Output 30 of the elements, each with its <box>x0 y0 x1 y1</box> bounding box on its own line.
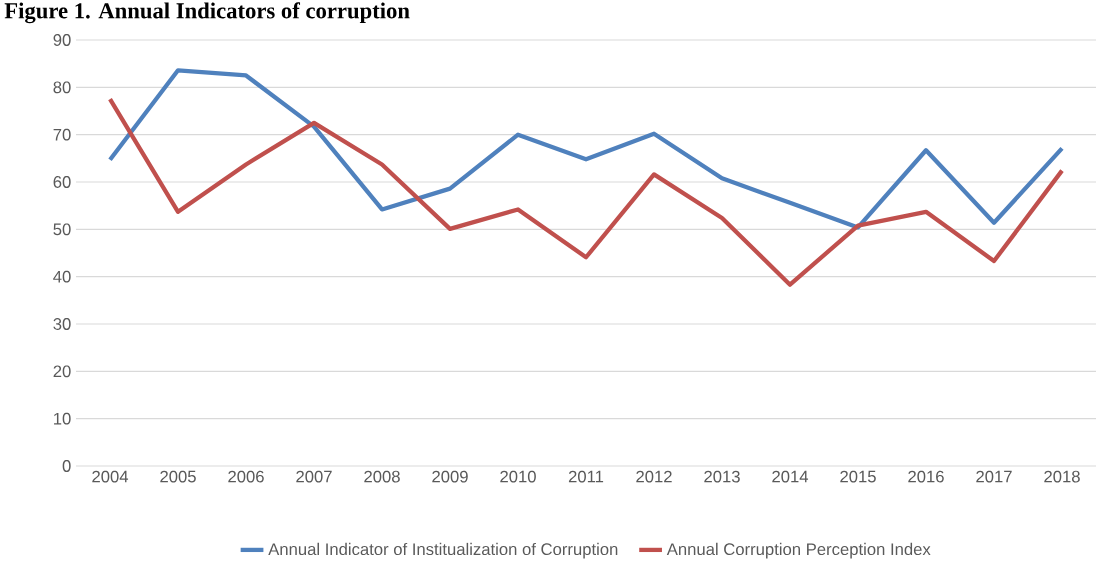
x-tick-label: 2008 <box>364 470 400 483</box>
x-tick-label: 2009 <box>432 470 468 483</box>
y-tick-label: 90 <box>53 34 71 46</box>
y-tick-label: 40 <box>53 270 71 283</box>
x-tick-label: 2004 <box>92 470 129 483</box>
x-tick-label: 2011 <box>568 470 604 483</box>
line-series <box>107 68 1065 230</box>
x-tick-label: 2010 <box>500 470 536 483</box>
x-tick-label: 2016 <box>908 470 944 483</box>
x-tick-label: 2017 <box>976 470 1012 483</box>
line-series <box>107 97 1065 287</box>
x-tick-label: 2015 <box>840 470 876 483</box>
x-tick-label: 2007 <box>296 470 332 483</box>
x-tick-label: 2018 <box>1044 470 1080 483</box>
chart-title: Figure 1. Annual Indicators of corruption <box>4 2 410 24</box>
y-tick-label: 30 <box>53 318 71 330</box>
y-tick-label: 80 <box>53 81 71 94</box>
x-tick-label: 2005 <box>160 470 196 483</box>
y-tick-label: 0 <box>62 460 71 472</box>
legend-label: Annual Indicator of Institualization of Corruption <box>268 542 618 559</box>
legend-label: Annual Corruption Perception Index <box>666 542 931 559</box>
y-tick-label: 60 <box>53 176 71 188</box>
y-tick-label: 10 <box>54 412 71 425</box>
x-tick-label: 2006 <box>228 470 264 483</box>
x-tick-label: 2012 <box>636 470 672 483</box>
y-tick-label: 20 <box>53 365 71 378</box>
y-tick-label: 50 <box>53 223 71 236</box>
x-tick-label: 2014 <box>772 470 809 483</box>
y-tick-label: 70 <box>53 128 71 141</box>
x-tick-label: 2013 <box>704 470 740 483</box>
